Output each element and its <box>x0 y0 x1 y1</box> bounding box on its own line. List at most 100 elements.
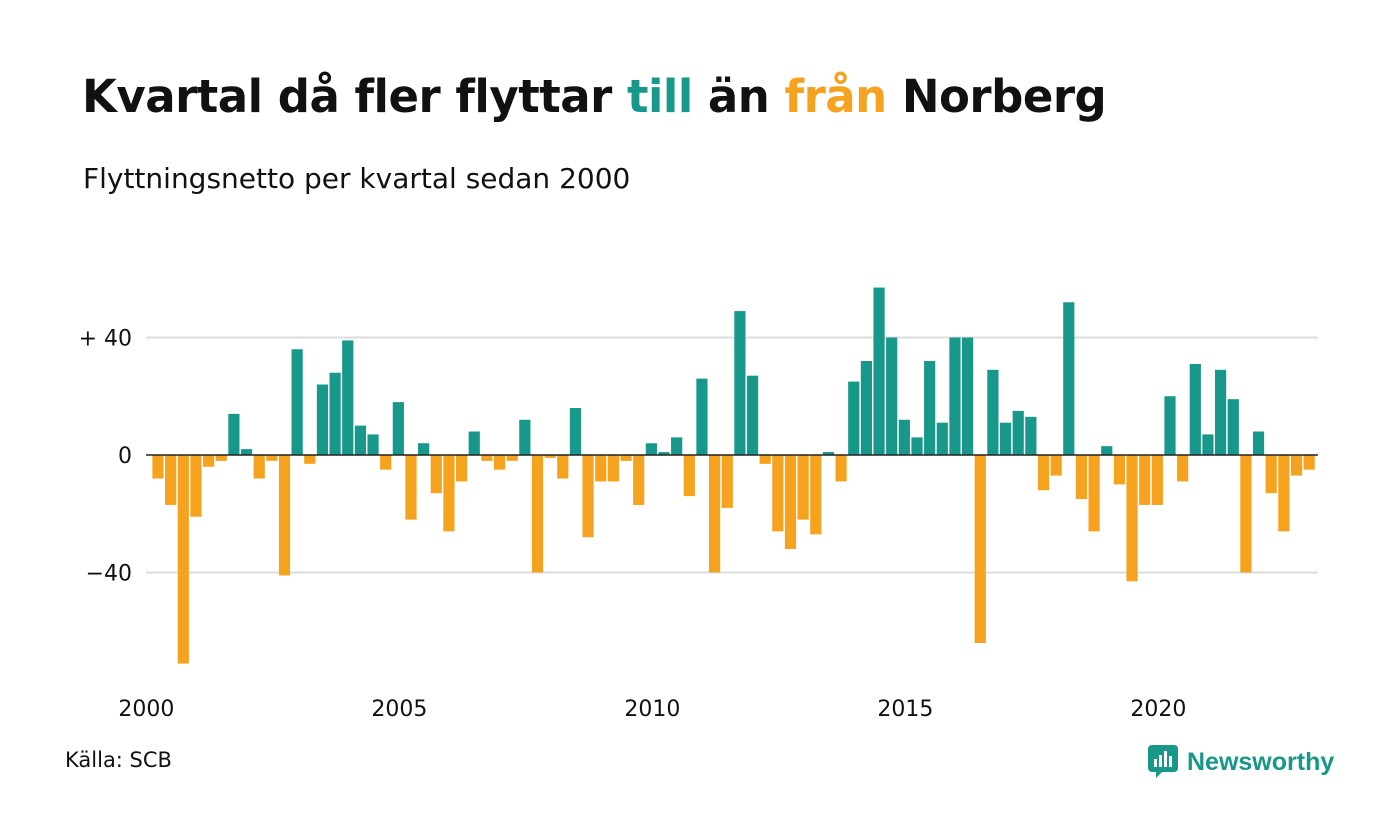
bar <box>734 311 746 455</box>
bar <box>304 455 316 464</box>
bar <box>582 455 594 538</box>
bar <box>177 455 189 664</box>
title-part-3: Norberg <box>886 70 1107 123</box>
bar <box>418 443 430 455</box>
bar <box>949 337 961 455</box>
bar <box>658 452 670 455</box>
bar <box>1101 446 1113 455</box>
bar <box>430 455 442 494</box>
bar <box>999 422 1012 455</box>
x-tick-label: 2010 <box>624 697 680 722</box>
bar <box>1227 399 1239 455</box>
bar <box>215 455 227 461</box>
chart-subtitle: Flyttningsnetto per kvartal sedan 2000 <box>83 162 631 195</box>
bar <box>165 455 177 505</box>
bar <box>392 402 404 455</box>
bar <box>468 431 480 455</box>
bar <box>936 422 948 455</box>
bar <box>456 455 468 482</box>
bar <box>721 455 733 508</box>
bar <box>797 455 809 520</box>
bar <box>1290 455 1303 476</box>
y-tick-label: + 40 <box>79 327 132 352</box>
bar <box>1113 455 1125 485</box>
title-part-1: Kvartal då fler flyttar <box>82 70 627 123</box>
bar <box>784 455 797 549</box>
bar <box>898 419 910 455</box>
bar <box>1202 434 1214 455</box>
bar <box>506 455 518 461</box>
x-tick-label: 2020 <box>1130 697 1186 722</box>
bar <box>1126 455 1138 582</box>
bar <box>367 434 379 455</box>
bar <box>544 455 556 458</box>
bar <box>203 455 215 467</box>
bar <box>683 455 695 497</box>
bar <box>987 369 999 455</box>
bar <box>772 455 784 532</box>
x-tick-label: 2000 <box>118 697 174 722</box>
bar <box>1215 369 1227 455</box>
bar <box>848 381 860 455</box>
bar <box>607 455 619 482</box>
bar <box>1050 455 1062 476</box>
bar <box>481 455 493 461</box>
bar <box>1303 455 1315 470</box>
bar <box>620 455 632 461</box>
bar <box>1189 363 1201 455</box>
bar <box>962 337 974 455</box>
bar <box>1075 455 1088 500</box>
bar <box>924 361 936 455</box>
x-tick-label: 2005 <box>371 697 427 722</box>
bar <box>974 455 986 643</box>
bar <box>531 455 544 573</box>
bar <box>493 455 506 470</box>
bar <box>746 375 759 455</box>
bar <box>633 455 645 505</box>
bar <box>759 455 771 464</box>
bar <box>1025 416 1037 455</box>
bar <box>1139 455 1151 505</box>
bar <box>316 384 329 455</box>
bar <box>253 455 265 479</box>
newsworthy-logo-icon <box>1148 745 1178 778</box>
chart-title: Kvartal då fler flyttar till än från Nor… <box>82 70 1107 123</box>
bar <box>1164 396 1176 455</box>
bar <box>152 455 164 479</box>
brand-name: Newsworthy <box>1187 747 1335 776</box>
bar <box>329 372 341 455</box>
bar <box>342 340 354 455</box>
bar <box>291 349 303 455</box>
title-part-2: än <box>692 70 785 123</box>
bar <box>1037 455 1050 491</box>
bar <box>190 455 202 517</box>
bar <box>228 413 240 455</box>
y-tick-label: 0 <box>118 444 132 469</box>
bar <box>1278 455 1290 532</box>
bar <box>645 443 657 455</box>
y-tick-label: −40 <box>86 562 132 587</box>
bar <box>1252 431 1265 455</box>
bar <box>266 455 278 461</box>
bar <box>519 419 531 455</box>
title-word-till: till <box>626 70 693 123</box>
bar <box>278 455 291 576</box>
bar <box>671 437 683 455</box>
brand: Newsworthy <box>1147 744 1334 780</box>
bar <box>1240 455 1252 573</box>
bar <box>557 455 569 479</box>
bar <box>1088 455 1100 532</box>
bar <box>443 455 455 532</box>
bar <box>696 378 708 455</box>
bar <box>1177 455 1189 482</box>
x-tick-label: 2015 <box>877 697 933 722</box>
bar <box>822 452 835 455</box>
bar <box>1012 410 1024 455</box>
bar <box>354 425 366 455</box>
bar <box>1151 455 1163 505</box>
bar <box>873 287 885 455</box>
source-label: Källa: SCB <box>65 748 172 772</box>
bar <box>1063 302 1075 455</box>
bar <box>886 337 898 455</box>
bar <box>405 455 417 520</box>
